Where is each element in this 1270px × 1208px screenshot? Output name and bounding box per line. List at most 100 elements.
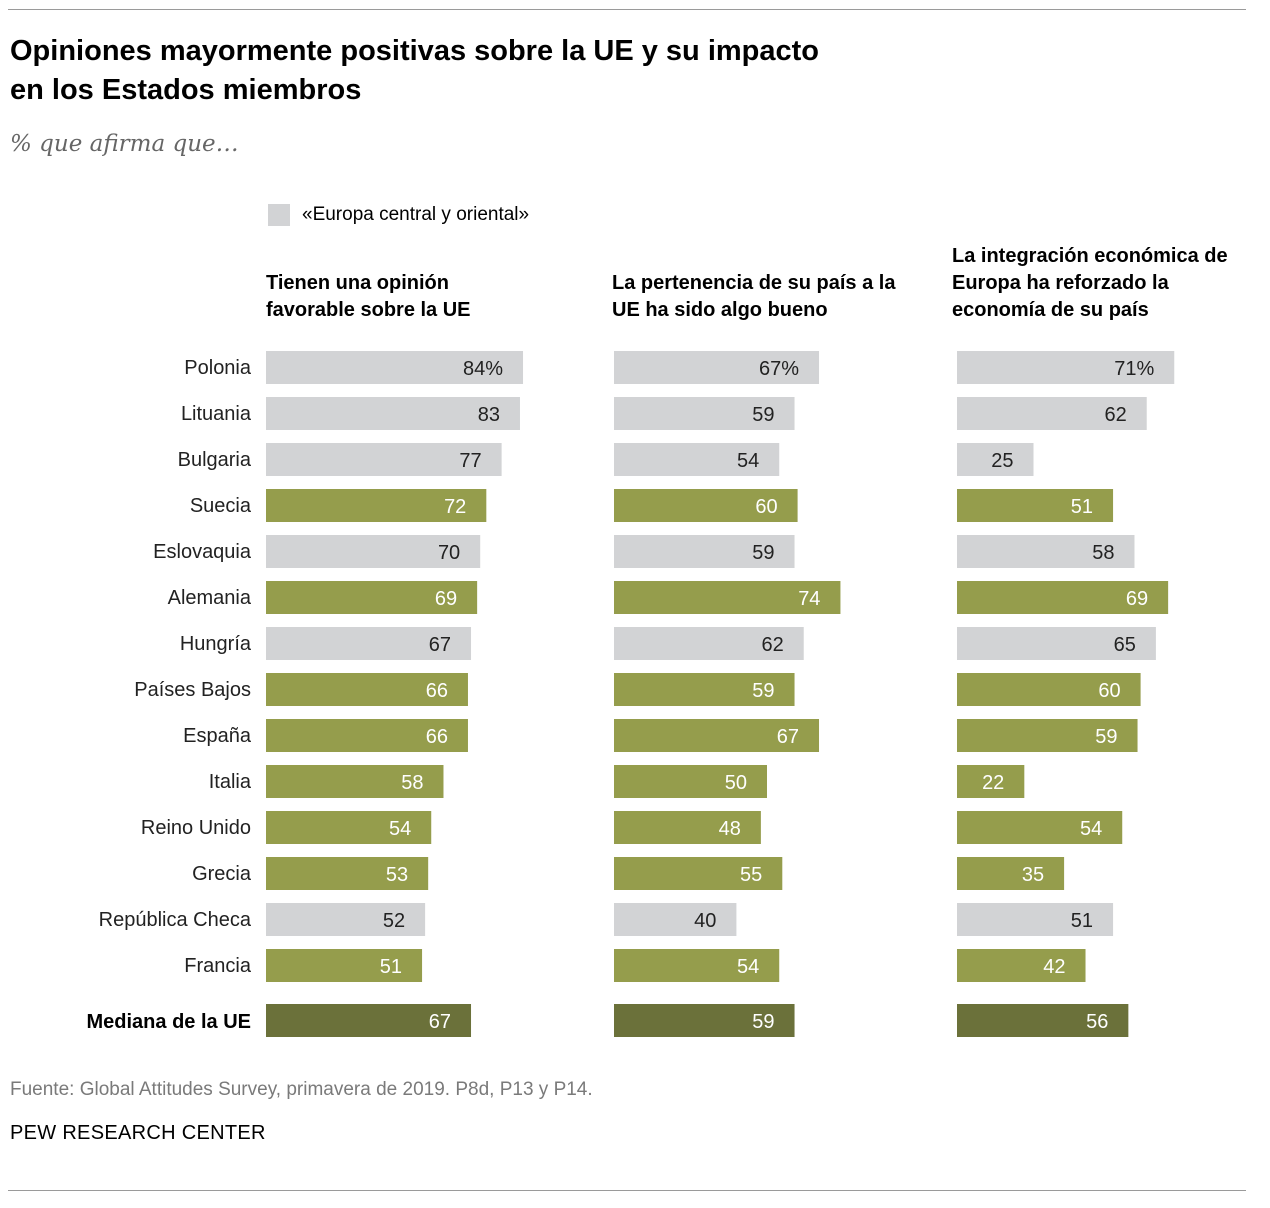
bar-col3-italia: [957, 765, 1025, 798]
country-label-grecia: Grecia: [192, 863, 252, 885]
median-value-label: 67: [429, 1011, 451, 1033]
bar-col2-paises-bajos: [614, 673, 795, 706]
bar-col2-polonia: [614, 351, 820, 384]
bar-value-label: 42: [1043, 956, 1065, 978]
bar-col1-paises-bajos: [266, 673, 468, 706]
bar-value-label: 22: [982, 772, 1004, 794]
bar-col3-polonia: [957, 351, 1175, 384]
median-bar-col1: [266, 1004, 472, 1037]
bar-col2-espana: [614, 719, 820, 752]
bar-col1-eslovaquia: [266, 535, 481, 568]
bar-col3-lituania: [957, 397, 1147, 430]
country-label-espana: España: [183, 725, 252, 747]
bar-col1-italia: [266, 765, 444, 798]
country-label-eslovaquia: Eslovaquia: [153, 541, 252, 563]
bar-value-label: 58: [401, 772, 423, 794]
country-label-lituania: Lituania: [181, 403, 252, 425]
bar-value-label: 55: [740, 864, 762, 886]
bar-col1-hungria: [266, 627, 472, 660]
bar-value-label: 69: [435, 588, 457, 610]
bottom-rule: [8, 1190, 1246, 1191]
median-value-label: 56: [1086, 1011, 1108, 1033]
bar-col3-espana: [957, 719, 1138, 752]
column-header-membership: La pertenencia de su país a la UE ha sid…: [612, 272, 896, 321]
bar-col2-italia: [614, 765, 767, 798]
bar-col3-paises-bajos: [957, 673, 1141, 706]
bar-value-label: 59: [752, 404, 774, 426]
bar-value-label: 59: [1095, 726, 1117, 748]
legend-swatch-central-eastern: [268, 204, 290, 226]
bar-value-label: 54: [1080, 818, 1102, 840]
bar-value-label: 51: [1071, 496, 1093, 518]
bar-value-label: 52: [383, 910, 405, 932]
column-header-favorable: Tienen una opinión favorable sobre la UE: [266, 272, 471, 321]
bar-col1-francia: [266, 949, 423, 982]
bar-col1-grecia: [266, 857, 429, 890]
bar-value-label: 59: [752, 542, 774, 564]
bar-col1-espana: [266, 719, 468, 752]
country-label-alemania: Alemania: [168, 587, 252, 609]
bar-value-label: 65: [1114, 634, 1136, 656]
bar-value-label: 51: [380, 956, 402, 978]
bar-value-label: 66: [426, 726, 448, 748]
bar-value-label: 50: [725, 772, 747, 794]
bar-value-label: 67: [777, 726, 799, 748]
country-label-italia: Italia: [209, 771, 252, 793]
bar-col1-bulgaria: [266, 443, 502, 476]
bar-value-label: 77: [459, 450, 481, 472]
bar-col3-hungria: [957, 627, 1156, 660]
bar-value-label: 62: [761, 634, 783, 656]
bar-value-label: 60: [1098, 680, 1120, 702]
bar-col2-republica-checa: [614, 903, 737, 936]
bar-value-label: 72: [444, 496, 466, 518]
bar-value-label: 84%: [463, 358, 503, 380]
bar-col2-lituania: [614, 397, 795, 430]
bar-value-label: 71%: [1114, 358, 1154, 380]
bar-col1-alemania: [266, 581, 478, 614]
bar-col2-reino-unido: [614, 811, 761, 844]
bar-col1-republica-checa: [266, 903, 426, 936]
bar-col2-alemania: [614, 581, 841, 614]
bar-value-label: 66: [426, 680, 448, 702]
bar-col1-polonia: [266, 351, 524, 384]
bar-value-label: 58: [1092, 542, 1114, 564]
median-bar-col3: [957, 1004, 1129, 1037]
bar-value-label: 54: [389, 818, 411, 840]
legend-label: «Europa central y oriental»: [302, 204, 530, 225]
country-label-francia: Francia: [184, 955, 252, 977]
bar-value-label: 70: [438, 542, 460, 564]
bar-col2-eslovaquia: [614, 535, 795, 568]
country-label-suecia: Suecia: [190, 495, 252, 517]
median-row-label: Mediana de la UE: [87, 1011, 252, 1033]
bar-value-label: 54: [737, 956, 759, 978]
bar-value-label: 67: [429, 634, 451, 656]
country-label-reino-unido: Reino Unido: [141, 817, 251, 839]
bar-value-label: 59: [752, 680, 774, 702]
bar-col3-reino-unido: [957, 811, 1123, 844]
column-header-economic-integration: La integración económica de Europa ha re…: [952, 245, 1228, 321]
bar-col1-lituania: [266, 397, 520, 430]
bar-value-label: 51: [1071, 910, 1093, 932]
bar-value-label: 67%: [759, 358, 799, 380]
bar-col1-suecia: [266, 489, 487, 522]
bar-value-label: 48: [719, 818, 741, 840]
bar-col2-grecia: [614, 857, 783, 890]
median-value-label: 59: [752, 1011, 774, 1033]
bar-col3-grecia: [957, 857, 1065, 890]
bar-col3-suecia: [957, 489, 1114, 522]
bar-col1-reino-unido: [266, 811, 432, 844]
top-rule: [8, 9, 1246, 10]
bar-col3-eslovaquia: [957, 535, 1135, 568]
chart-subtitle: % que afirma que…: [10, 131, 239, 157]
bar-value-label: 83: [478, 404, 500, 426]
bar-value-label: 40: [694, 910, 716, 932]
country-label-bulgaria: Bulgaria: [178, 449, 252, 471]
bar-value-label: 62: [1104, 404, 1126, 426]
median-bar-col2: [614, 1004, 795, 1037]
country-label-paises-bajos: Países Bajos: [134, 679, 251, 701]
bar-value-label: 53: [386, 864, 408, 886]
bar-value-label: 54: [737, 450, 759, 472]
chart-title: Opiniones mayormente positivas sobre la …: [10, 35, 820, 106]
bar-col2-suecia: [614, 489, 798, 522]
country-label-republica-checa: República Checa: [99, 909, 252, 931]
